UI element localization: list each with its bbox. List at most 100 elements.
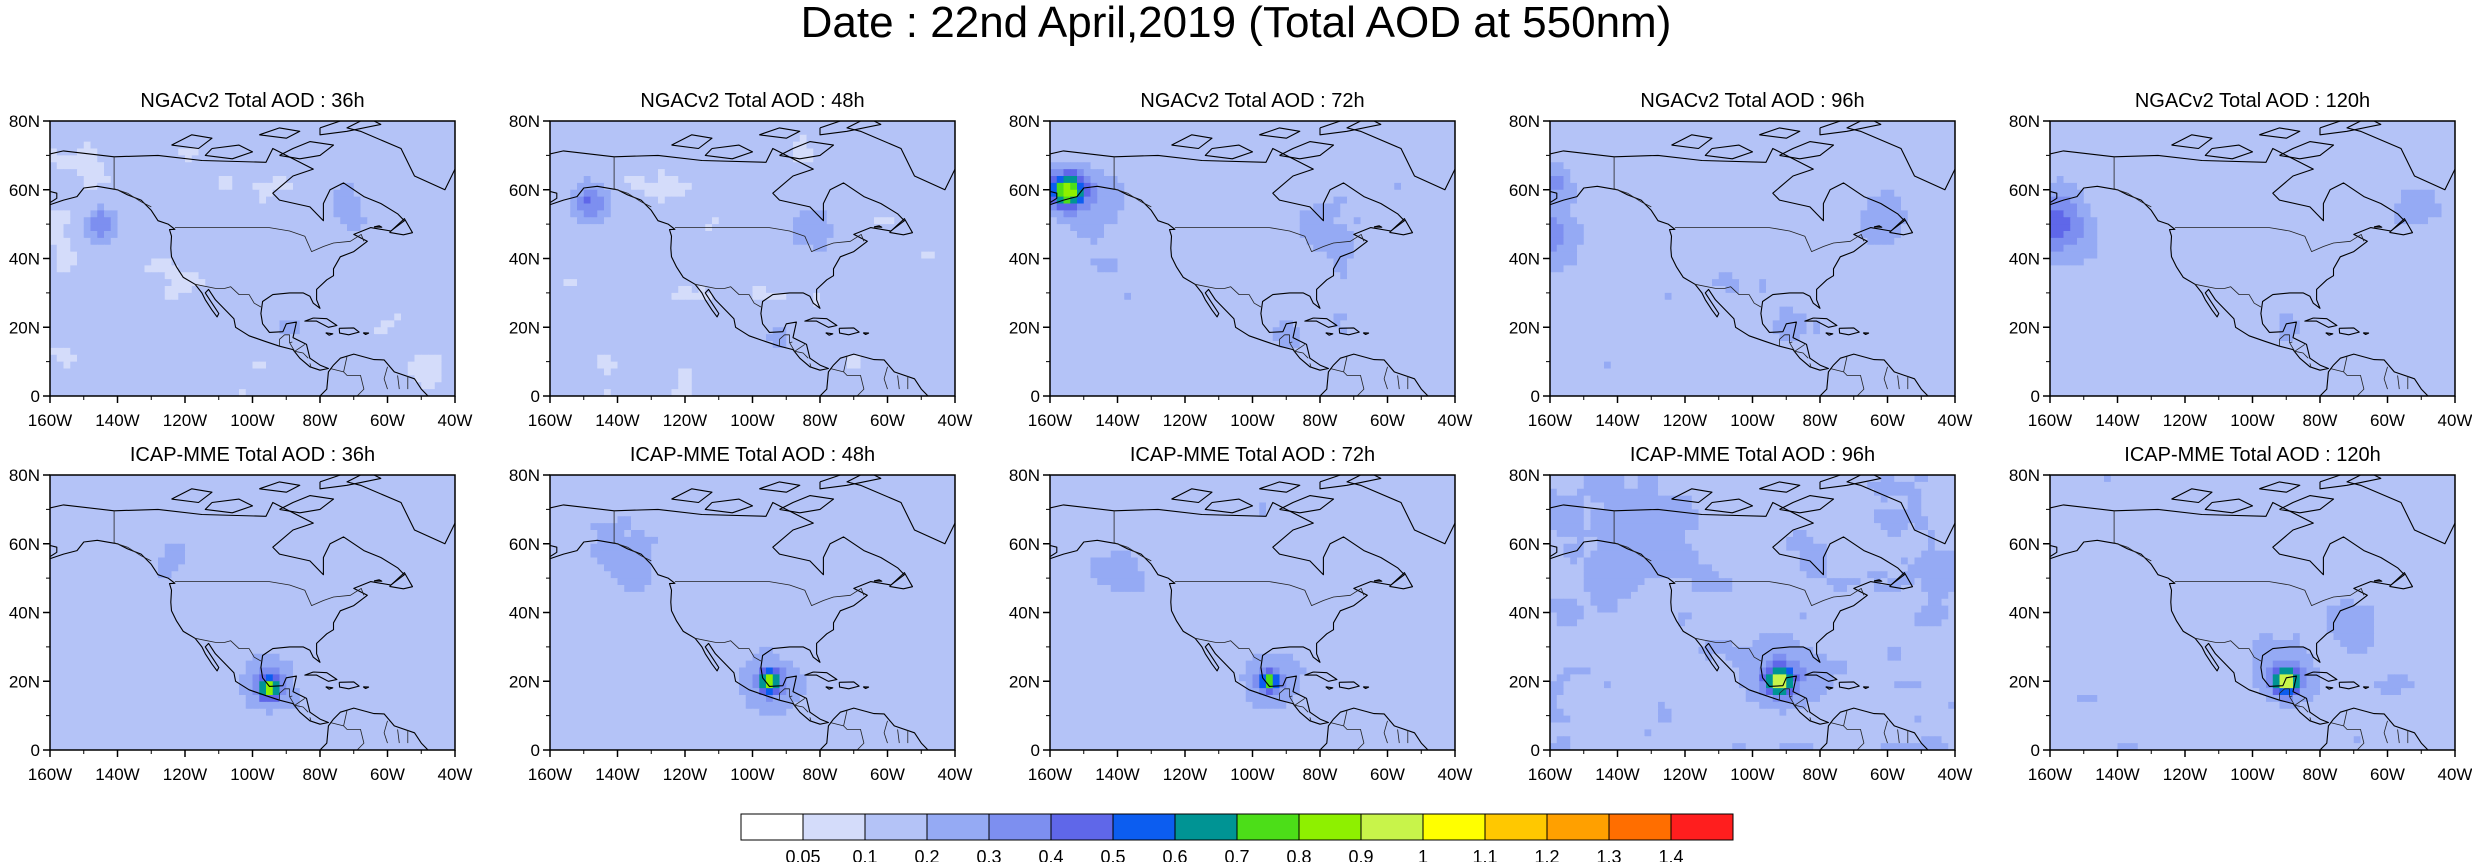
map-panel: 80N 60N 40N 20N 0 160W 140W 120W 100W 80W 60W 40W NG… [2009,90,2472,430]
country-border [2330,722,2365,750]
island-outline [1325,686,1334,690]
lat-tick-label: 40N [2009,604,2040,623]
country-border [695,637,762,662]
island-outline [1259,481,1301,493]
island-outline [1671,488,1713,504]
country-border [1397,729,1400,744]
lon-tick-label: 40W [938,765,973,784]
panel-title: ICAP-MME Total AOD : 120h [2124,444,2380,466]
country-border [2343,710,2348,726]
island-outline [2325,686,2334,690]
lon-tick-label: 80W [2303,765,2338,784]
colorbar-swatch [1174,813,1238,841]
coastline [1050,501,1405,725]
map-panel: 80N 60N 40N 20N 0 160W 140W 120W 100W 80W 60W 40W IC… [9,444,473,784]
island-outline [2346,475,2455,545]
island-outline [862,332,870,336]
coastline [50,147,405,371]
island-outline [1304,317,1338,328]
country-border [1279,688,1290,701]
island-outline [1846,121,1955,191]
lon-tick-label: 40W [438,411,473,430]
coastline [50,501,405,725]
island-outline [1889,218,1914,236]
lon-tick-label: 120W [663,411,707,430]
island-outline [2204,144,2254,160]
lon-tick-label: 80W [1803,411,1838,430]
island-outline [1346,475,1455,545]
island-outline [171,488,213,504]
island-outline [1204,498,1254,514]
island-outline [2389,218,2414,236]
aod-field [550,121,955,396]
lon-tick-label: 140W [595,765,639,784]
lon-tick-label: 100W [730,411,774,430]
island-outline [204,498,254,514]
island-outline [171,134,213,150]
lat-tick-label: 40N [1009,604,1040,623]
country-border [1330,368,1365,396]
lat-tick-label: 80N [1509,466,1540,485]
island-outline [279,495,335,514]
country-border [2113,510,2152,562]
lon-tick-label: 160W [1028,765,1072,784]
country-border [1843,356,1848,372]
lat-tick-label: 40N [1509,604,1540,623]
lon-tick-label: 60W [1370,411,1405,430]
island-outline [2362,332,2370,336]
country-border [1195,637,1262,662]
lon-tick-label: 40W [938,411,973,430]
country-border [897,375,900,390]
lon-tick-label: 60W [870,765,905,784]
map-panel: 80N 60N 40N 20N 0 160W 140W 120W 100W 80W 60W 40W IC… [2009,444,2472,784]
lat-tick-label: 40N [2009,250,2040,269]
island-outline [2204,498,2254,514]
country-border [2195,637,2262,662]
lat-tick-label: 40N [1509,250,1540,269]
lon-tick-label: 120W [163,411,207,430]
lat-tick-label: 40N [9,604,40,623]
island-outline [304,317,338,328]
lon-tick-label: 40W [1438,411,1473,430]
lon-tick-label: 80W [1803,765,1838,784]
country-border [1794,350,1809,359]
aod-field [50,121,455,396]
lon-tick-label: 140W [1595,411,1639,430]
island-outline [1819,475,1882,490]
island-outline [2171,134,2213,150]
lat-tick-label: 20N [1009,318,1040,337]
island-outline [2319,121,2382,136]
country-border [343,356,348,372]
island-outline [671,488,713,504]
country-border [897,729,900,744]
colorbar-swatch [926,813,990,841]
island-outline [1389,218,1414,236]
island-outline [1779,495,1835,514]
colorbar-swatch [988,813,1052,841]
lat-tick-label: 20N [1009,672,1040,691]
coastlines [2050,475,2455,750]
lat-tick-label: 20N [9,672,40,691]
country-border [2294,704,2309,713]
colorbar-swatch [1050,813,1114,841]
island-outline [1862,686,1870,690]
country-border [1309,363,1312,368]
colorbar-label: 1 [1418,847,1428,862]
country-border [779,334,790,347]
island-outline [819,353,929,396]
lon-tick-label: 140W [2095,411,2139,430]
lon-tick-label: 140W [595,411,639,430]
island-outline [1389,572,1414,590]
map-panel: 80N 60N 40N 20N 0 160W 140W 120W 100W 80W 60W 40W IC… [509,444,973,784]
country-border [2195,283,2262,308]
lon-tick-label: 100W [1730,765,1774,784]
colorbar-swatch [1236,813,1300,841]
aod-field [1550,121,1955,396]
coastlines [2050,121,2455,396]
country-border [1343,710,1348,726]
country-border [1309,717,1312,722]
country-border [294,704,309,713]
island-outline [1319,353,1429,396]
lon-tick-label: 140W [2095,765,2139,784]
lon-tick-label: 60W [370,411,405,430]
